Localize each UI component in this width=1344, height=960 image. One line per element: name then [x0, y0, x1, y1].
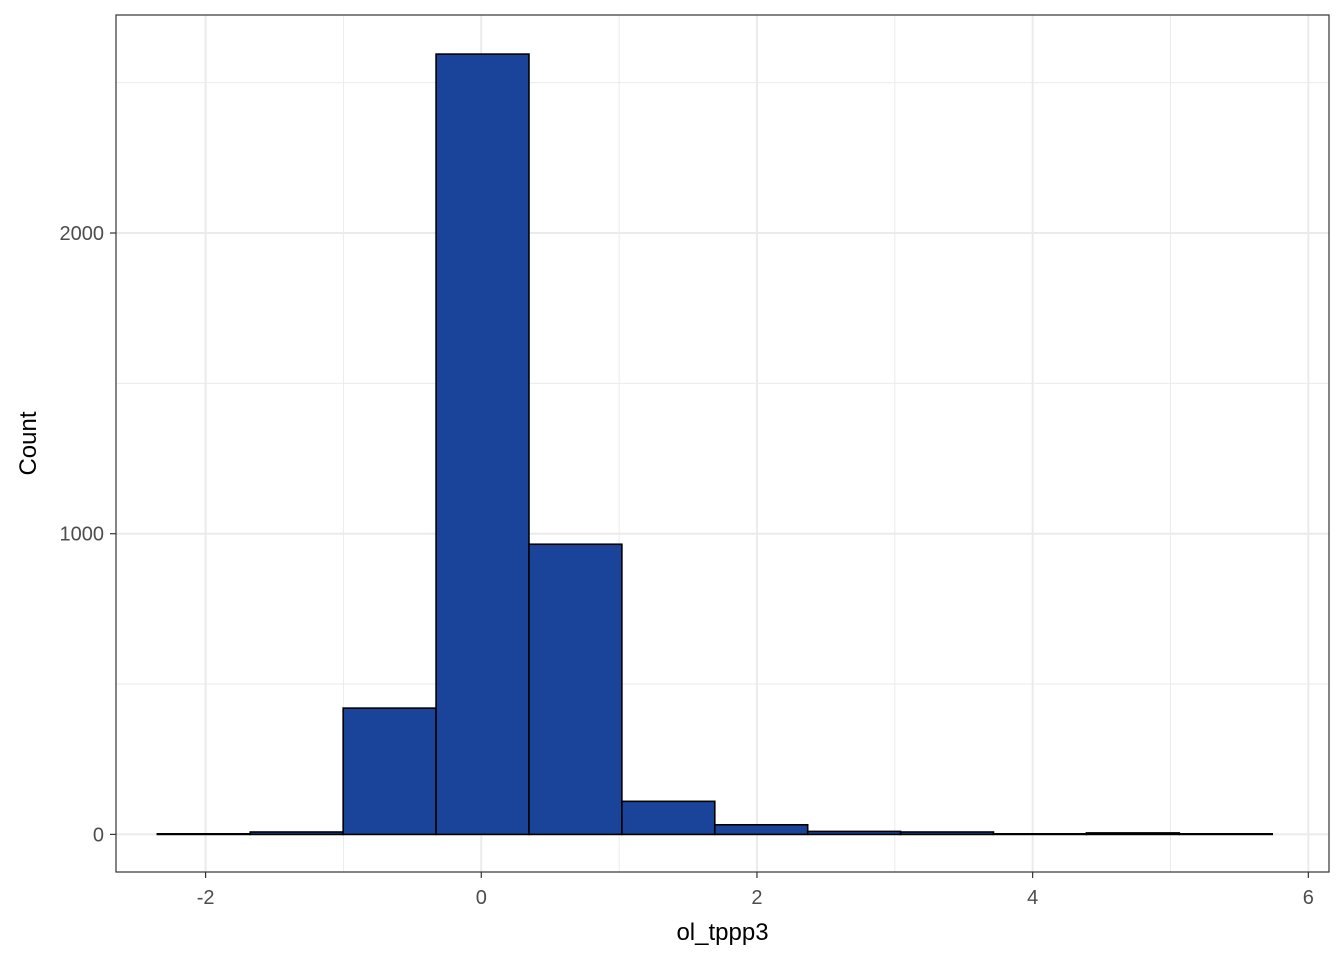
x-tick-label: 4 — [1027, 887, 1038, 909]
bars — [156, 53, 1274, 836]
histogram-bar-11 — [1085, 832, 1181, 836]
x-axis: -2 0 2 4 6 — [197, 872, 1314, 909]
histogram-bar-12 — [1178, 833, 1274, 836]
x-axis-title: ol_tppp3 — [676, 919, 768, 946]
histogram-bar-7 — [713, 823, 809, 836]
x-tick-label: 2 — [751, 887, 762, 909]
grid-minor — [116, 15, 1329, 872]
x-tick-label: 6 — [1303, 887, 1314, 909]
y-tick-label: 0 — [93, 824, 104, 846]
y-tick-label: 1000 — [60, 524, 105, 546]
histogram-bar-8 — [806, 830, 902, 836]
y-tick-label: 2000 — [60, 223, 105, 245]
histogram-bar-5 — [528, 543, 623, 836]
histogram-bar-9 — [899, 831, 995, 836]
histogram-bar-10 — [992, 833, 1088, 836]
panel-border — [115, 14, 1330, 873]
histogram-bar-1 — [156, 833, 252, 836]
x-tick-label: 0 — [476, 887, 487, 909]
histogram-bar-2 — [249, 831, 344, 836]
histogram-bar-6 — [621, 800, 716, 836]
y-axis: 0 1000 2000 — [60, 223, 116, 846]
y-axis-title: Count — [15, 411, 42, 475]
histogram-bar-4 — [435, 53, 530, 836]
x-tick-label: -2 — [197, 887, 215, 909]
histogram-bar-3 — [342, 707, 437, 836]
